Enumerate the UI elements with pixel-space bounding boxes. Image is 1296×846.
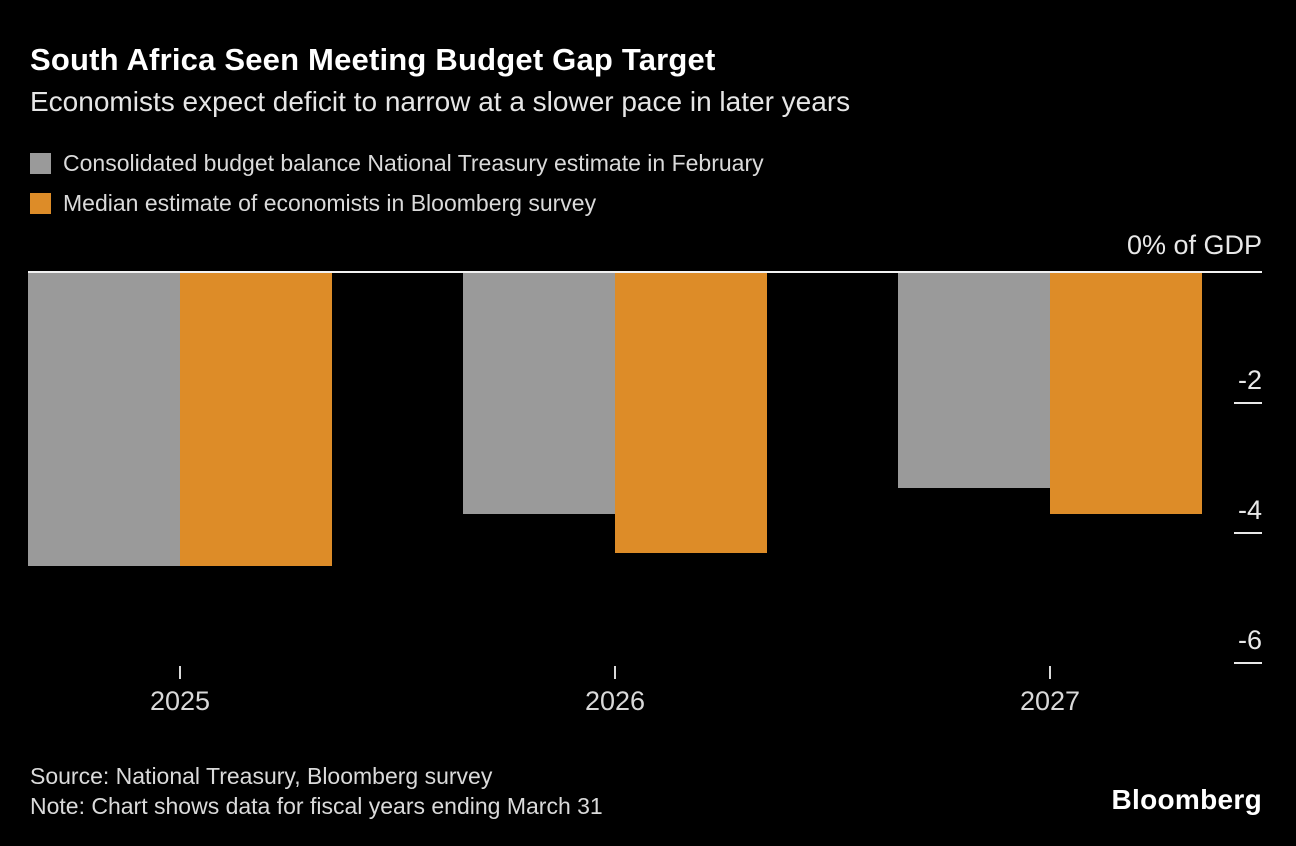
y-axis-top-label: 0% of GDP [1126,230,1262,260]
legend-swatch-orange-icon [30,193,51,214]
y-tick-dash--4 [1234,532,1262,534]
x-tick-2026 [614,666,616,679]
x-tick-2025 [179,666,181,679]
note-text: Note: Chart shows data for fiscal years … [30,793,603,819]
legend-item-treasury: Consolidated budget balance National Tre… [30,150,764,177]
x-tick-2027 [1049,666,1051,679]
chart-title: South Africa Seen Meeting Budget Gap Tar… [30,42,716,77]
x-label-2025: 2025 [149,686,211,716]
x-label-2026: 2026 [584,686,646,716]
chart-subtitle: Economists expect deficit to narrow at a… [30,86,851,117]
legend-label-treasury: Consolidated budget balance National Tre… [63,150,764,176]
legend-label-survey: Median estimate of economists in Bloombe… [63,190,597,216]
bar-2025-series0 [28,273,180,566]
bar-2027-series1 [1050,273,1202,514]
y-tick-dash--2 [1234,402,1262,404]
bar-2026-series1 [615,273,767,553]
bar-2026-series0 [463,273,615,514]
source-text: Source: National Treasury, Bloomberg sur… [30,763,493,789]
legend: Consolidated budget balance National Tre… [30,150,764,217]
y-tick-label--2: -2 [1237,365,1262,395]
legend-item-survey: Median estimate of economists in Bloombe… [30,190,764,217]
bar-2025-series1 [180,273,332,566]
y-tick-dash--6 [1234,662,1262,664]
zero-baseline [28,271,1262,273]
bar-2027-series0 [898,273,1050,488]
legend-swatch-gray-icon [30,153,51,174]
bloomberg-logo: Bloomberg [1111,784,1262,815]
y-tick-label--4: -4 [1237,495,1262,525]
y-tick-label--6: -6 [1237,625,1262,655]
x-label-2027: 2027 [1019,686,1081,716]
